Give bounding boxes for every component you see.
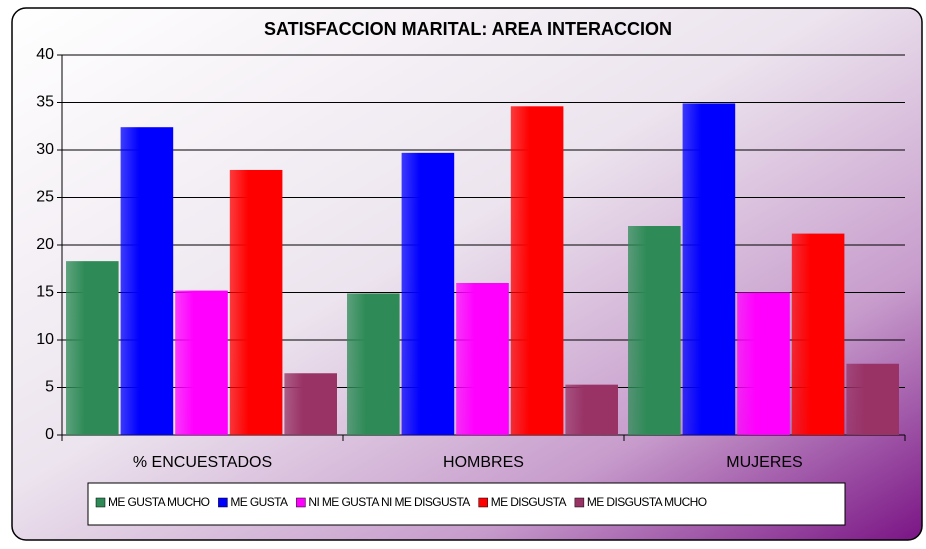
bar (737, 292, 790, 435)
y-tick-label: 25 (36, 189, 54, 206)
bar (456, 283, 509, 435)
bar (284, 373, 337, 435)
y-tick-label: 35 (36, 94, 54, 111)
bar (846, 363, 899, 435)
legend-swatch (296, 497, 306, 508)
y-tick-label: 15 (36, 284, 54, 301)
bar (229, 169, 283, 435)
x-tick-label: % ENCUESTADOS (133, 454, 272, 471)
legend-label: NI ME GUSTA NI ME DISGUSTA (308, 495, 470, 509)
bar (66, 261, 119, 435)
legend-swatch (95, 497, 106, 508)
legend-label: ME DISGUSTA (491, 495, 567, 509)
legend-label: ME GUSTA (230, 495, 288, 509)
y-tick-label: 30 (36, 141, 54, 158)
bar (120, 127, 174, 435)
y-tick-label: 40 (36, 46, 54, 63)
legend-swatch (574, 497, 585, 508)
bar (510, 106, 564, 436)
bar (401, 152, 455, 435)
bar (682, 103, 736, 435)
bar (791, 233, 845, 435)
bar (565, 384, 618, 435)
y-tick-label: 0 (45, 426, 54, 443)
legend-box (87, 482, 846, 526)
y-tick-label: 20 (36, 236, 54, 253)
legend-label: ME GUSTA MUCHO (108, 495, 210, 509)
chart-title: SATISFACCION MARITAL: AREA INTERACCION (264, 19, 672, 39)
x-tick-label: MUJERES (726, 454, 802, 471)
bar (347, 293, 400, 435)
y-tick-label: 10 (36, 331, 54, 348)
legend-label: ME DISGUSTA MUCHO (587, 495, 707, 509)
x-tick-label: HOMBRES (443, 454, 524, 471)
legend-swatch (218, 497, 228, 508)
bar (175, 290, 228, 435)
legend-swatch (478, 497, 488, 508)
bar (628, 226, 681, 435)
y-tick-label: 5 (45, 379, 54, 396)
